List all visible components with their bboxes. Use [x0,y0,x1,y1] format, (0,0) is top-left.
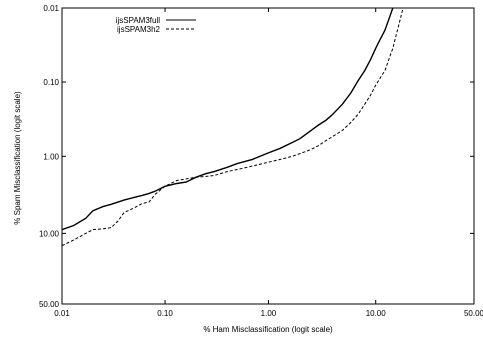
y-axis-title: % Spam Misclassification (logit scale) [13,91,22,225]
x-axis-title: % Ham Misclassification (logit scale) [203,325,333,334]
y-tick-label: 0.10 [43,78,59,87]
legend-label: ijsSPAM3full [116,16,161,25]
legend-label: ijsSPAM3h2 [117,25,161,34]
x-tick-label: 0.01 [54,309,70,318]
x-tick-label: 10.00 [366,309,387,318]
series-layer [62,8,404,247]
y-tick-label: 10.00 [39,229,60,238]
series-line-ijsSPAM3h2 [62,8,404,247]
y-tick-label: 50.00 [39,300,60,309]
x-tick-label: 1.00 [261,309,277,318]
series-line-ijsSPAM3full [62,8,394,231]
x-tick-label: 0.10 [157,309,173,318]
x-tick-label: 50.00 [464,309,483,318]
axis-layer: 0.01 0.10 1.00 10.00 50.000.010.101.0010.005… [39,4,483,318]
y-tick-label: 1.00 [43,152,59,161]
y-tick-label: 0.01 [43,4,59,13]
plot-layer [61,7,475,305]
plot-frame [61,7,475,305]
